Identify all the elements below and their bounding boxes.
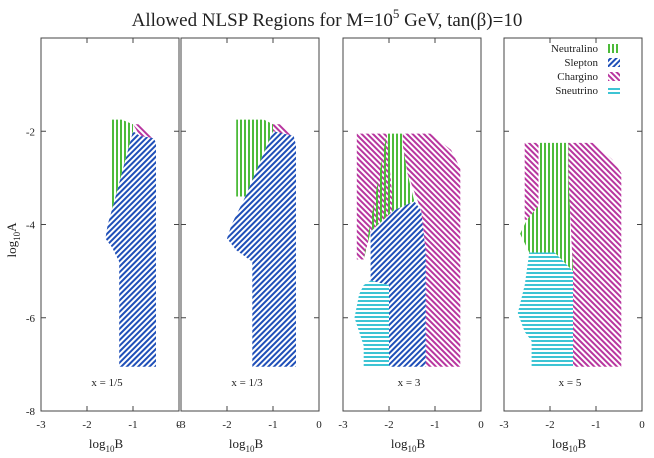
- y-axis-label: log10A: [4, 222, 22, 258]
- y-tick-label: -4: [26, 220, 36, 232]
- region-sneutrino-p3-5: [354, 280, 389, 367]
- region-chargino-p2-2: [273, 124, 294, 136]
- x-axis-label: log10B: [391, 436, 426, 454]
- legend-swatch-neutralino: [608, 44, 620, 53]
- x-tick-label: -3: [36, 419, 46, 431]
- y-tick-label: -6: [26, 313, 36, 325]
- legend-item-slepton: Slepton: [564, 57, 620, 69]
- legend-swatch-slepton: [608, 58, 620, 67]
- x-axis-label: log10B: [89, 436, 124, 454]
- region-neutralino-p1-1: [110, 119, 133, 216]
- region-sneutrino-p4-4: [517, 252, 573, 367]
- y-tick-label: -2: [26, 126, 35, 138]
- x-tick-label: -2: [82, 419, 91, 431]
- x-tick-label: 0: [316, 419, 322, 431]
- legend-item-chargino: Chargino: [557, 71, 620, 83]
- x-tick-label: -2: [222, 419, 231, 431]
- x-axis-label: log10B: [229, 436, 264, 454]
- region-chargino-p4-2: [568, 142, 622, 367]
- region-slepton-p1-3: [105, 131, 156, 367]
- region-neutralino-p4-3: [520, 142, 573, 272]
- panel-2: -3 -2 -1 0 x = 1/3 log10B: [176, 37, 322, 454]
- panel-label: x = 5: [559, 377, 582, 389]
- region-chargino-p4-1: [524, 142, 539, 220]
- x-tick-label: -1: [591, 419, 600, 431]
- region-neutralino-p3-3: [363, 133, 415, 260]
- x-axis-label: log10B: [552, 436, 587, 454]
- legend-swatch-sneutrino: [608, 86, 620, 95]
- x-tick-label: -3: [176, 419, 186, 431]
- legend-item-neutralino: Neutralino: [551, 43, 620, 55]
- legend-swatch-chargino: [608, 72, 620, 81]
- legend-label: Neutralino: [551, 43, 599, 55]
- region-chargino-p3-2: [402, 133, 461, 367]
- x-tick-label: -2: [384, 419, 393, 431]
- panel-4: -3 -2 -1 0 x = 5 log10B: [499, 37, 645, 454]
- panels-group: -3 -2 -1 0 -2 -4 -6 -8 x = 1/5 log10B -3 -2 -1 0 x = 1…: [26, 37, 645, 454]
- y-tick-label: -8: [26, 406, 36, 418]
- x-tick-label: -1: [268, 419, 277, 431]
- panel-label: x = 3: [398, 377, 421, 389]
- legend-label: Sneutrino: [555, 85, 598, 97]
- chart-title: Allowed NLSP Regions for M=105 GeV, tan(…: [132, 6, 523, 31]
- x-tick-label: 0: [176, 419, 182, 431]
- x-tick-label: -1: [430, 419, 439, 431]
- legend-item-sneutrino: Sneutrino: [555, 85, 620, 97]
- panel-3: -3 -2 -1 0 x = 3 log10B: [338, 37, 484, 454]
- region-chargino-p1-2: [133, 124, 154, 139]
- legend: Neutralino Slepton Chargino Sneutrino: [551, 43, 620, 97]
- legend-label: Chargino: [557, 71, 598, 83]
- panel-label: x = 1/3: [231, 377, 263, 389]
- panel-1: -3 -2 -1 0 -2 -4 -6 -8 x = 1/5 log10B: [26, 37, 182, 454]
- region-slepton-p2-3: [227, 131, 296, 367]
- x-tick-label: -2: [545, 419, 554, 431]
- x-tick-label: 0: [478, 419, 484, 431]
- region-neutralino-p2-1: [236, 119, 273, 197]
- x-tick-label: -3: [499, 419, 509, 431]
- x-tick-label: -3: [338, 419, 348, 431]
- legend-label: Slepton: [564, 57, 598, 69]
- x-tick-label: -1: [128, 419, 137, 431]
- panel-label: x = 1/5: [91, 377, 123, 389]
- x-tick-label: 0: [639, 419, 645, 431]
- region-slepton-p3-4: [370, 201, 426, 367]
